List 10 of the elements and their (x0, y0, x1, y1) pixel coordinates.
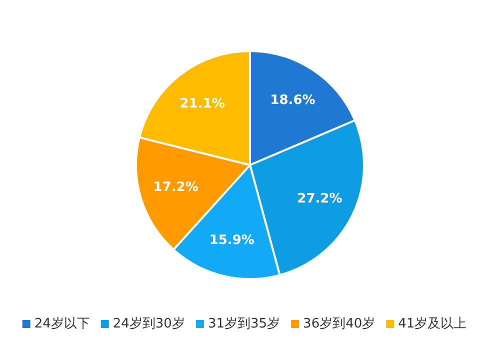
legend-label: 41岁及以上 (398, 316, 467, 332)
legend-label: 24岁以下 (34, 316, 90, 332)
data-label: 18.6% (270, 92, 316, 108)
data-label: 27.2% (297, 191, 342, 206)
legend-label: 24岁到30岁 (112, 316, 185, 332)
legend-label: 31岁到35岁 (208, 316, 280, 332)
data-label: 15.9% (209, 232, 254, 248)
legend-label: 36岁到40岁 (303, 316, 376, 332)
data-label: 21.1% (180, 96, 225, 112)
data-label: 17.2% (153, 180, 198, 196)
